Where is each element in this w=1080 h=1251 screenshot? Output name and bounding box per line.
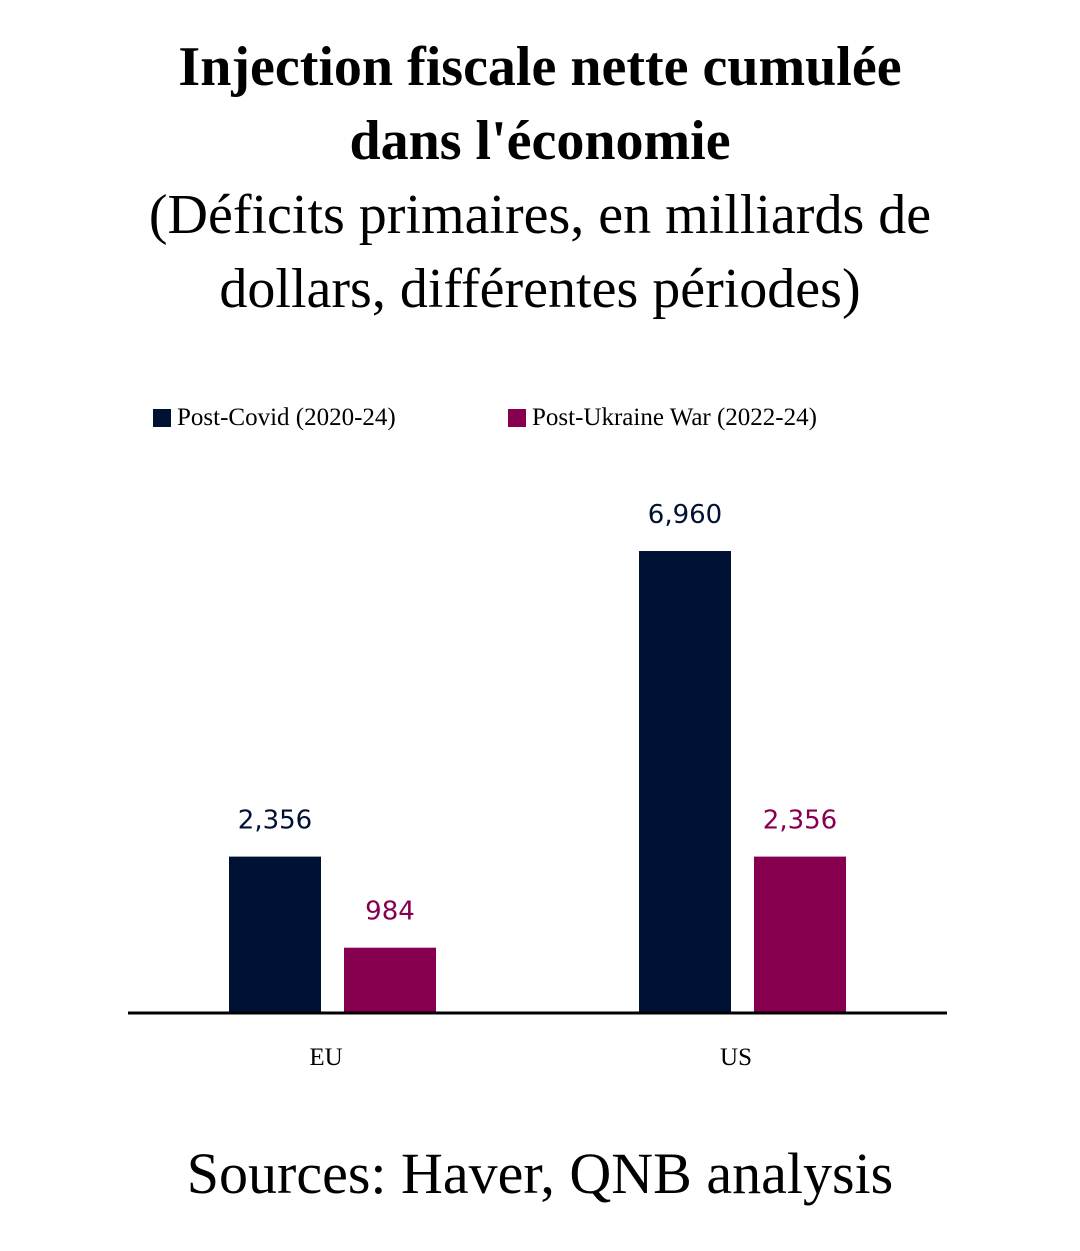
x-tick-label-eu: EU (309, 1044, 342, 1071)
chart-legend: Post-Covid (2020-24) Post-Ukraine War (2… (0, 404, 1080, 434)
x-tick-label-us: US (720, 1044, 752, 1071)
legend-label-post-covid: Post-Covid (2020-24) (177, 404, 396, 431)
bar-us-post-covid (639, 551, 731, 1013)
chart-title-line-2: dans l'économie (349, 110, 731, 172)
chart-title-block: Injection fiscale nette cumulée dans l'é… (0, 30, 1080, 326)
legend-label-post-ukraine-war: Post-Ukraine War (2022-24) (532, 404, 817, 431)
bar-eu-post-covid (229, 856, 321, 1013)
bar-chart: 2,356 984 EU 6,960 2,356 US (128, 500, 947, 1071)
legend-swatch-post-ukraine-war (508, 409, 526, 427)
source-note: Sources: Haver, QNB analysis (186, 1141, 894, 1206)
data-label-eu-post-ukraine-war: 984 (365, 897, 415, 927)
bar-eu-post-ukraine-war (344, 947, 436, 1013)
legend-item-post-covid: Post-Covid (2020-24) (153, 404, 396, 432)
legend-swatch-post-covid (153, 409, 171, 427)
data-label-us-post-ukraine-war: 2,356 (763, 806, 837, 836)
chart-title-line-1: Injection fiscale nette cumulée (178, 36, 902, 98)
data-label-eu-post-covid: 2,356 (238, 806, 312, 836)
legend-item-post-ukraine-war: Post-Ukraine War (2022-24) (508, 404, 817, 432)
chart-subtitle-line-1: (Déficits primaires, en milliards de (148, 184, 932, 246)
data-label-us-post-covid: 6,960 (648, 500, 722, 530)
chart-subtitle-line-2: dollars, différentes périodes) (219, 258, 861, 320)
bar-us-post-ukraine-war (754, 856, 846, 1013)
